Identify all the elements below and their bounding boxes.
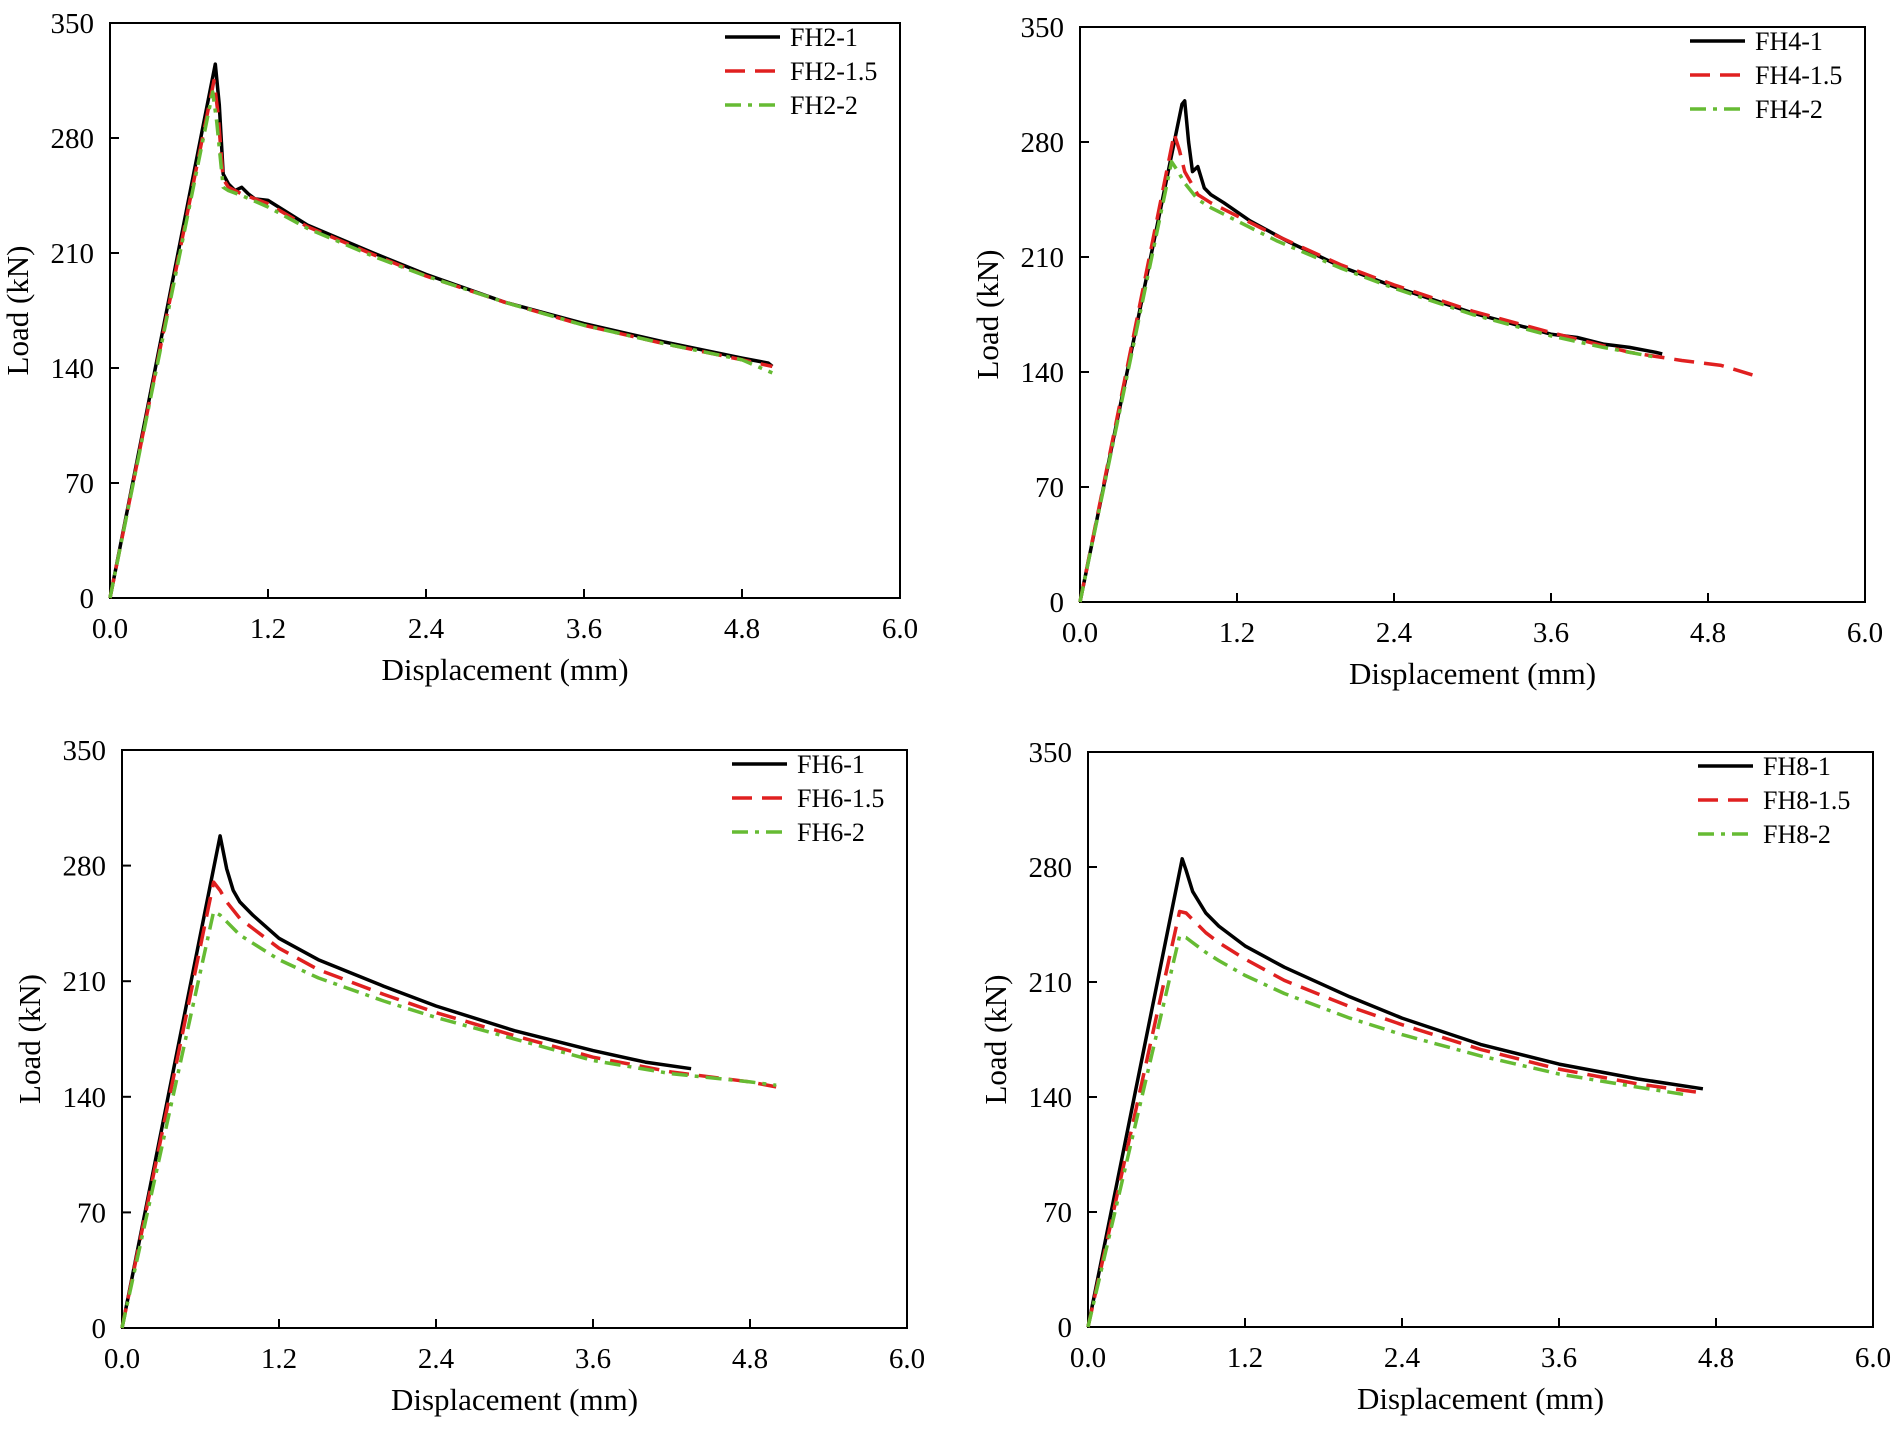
y-tick-label: 70 <box>65 468 94 500</box>
x-axis-title: Displacement (mm) <box>1349 656 1596 691</box>
legend-label: FH4-1.5 <box>1755 61 1842 90</box>
series-line-fh8-1 <box>1086 857 1704 1328</box>
series-line-fh4-2 <box>1078 159 1657 603</box>
x-tick-label: 3.6 <box>1533 617 1569 649</box>
x-tick-label: 6.0 <box>882 613 918 645</box>
y-tick-label: 70 <box>1043 1197 1072 1229</box>
y-tick-label: 350 <box>1029 737 1073 769</box>
x-tick-label: 0.0 <box>104 1343 140 1375</box>
y-tick-label: 210 <box>1021 242 1065 274</box>
y-tick-label: 0 <box>1050 587 1065 619</box>
y-tick-label: 210 <box>1029 967 1073 999</box>
series-line-fh8-1.5 <box>1086 909 1697 1328</box>
y-tick-label: 350 <box>63 735 107 767</box>
y-tick-label: 70 <box>77 1197 106 1229</box>
y-tick-label: 140 <box>51 353 95 385</box>
y-tick-label: 0 <box>92 1313 107 1345</box>
plot-frame <box>109 22 901 599</box>
legend-label: FH4-2 <box>1755 95 1823 124</box>
x-tick-label: 4.8 <box>1690 617 1726 649</box>
y-axis-title: Load (kN) <box>0 246 35 376</box>
y-tick-label: 70 <box>1035 472 1064 504</box>
x-tick-label: 4.8 <box>1698 1342 1734 1374</box>
x-tick-label: 3.6 <box>566 613 602 645</box>
y-tick-label: 280 <box>51 123 95 155</box>
y-tick-label: 350 <box>51 8 95 40</box>
y-tick-label: 140 <box>1021 357 1065 389</box>
plot-frame <box>1079 26 1866 603</box>
legend-label: FH6-1.5 <box>797 784 884 813</box>
x-tick-label: 4.8 <box>724 613 760 645</box>
series-line-fh2-1 <box>108 62 774 599</box>
plot-frame <box>121 749 908 1329</box>
x-tick-label: 1.2 <box>1227 1342 1263 1374</box>
y-tick-label: 350 <box>1021 12 1065 44</box>
series-line-fh8-2 <box>1086 934 1691 1328</box>
x-tick-label: 2.4 <box>408 613 445 645</box>
chart-panel-4: 0.0 1.2 2.4 3.6 4.8 6.0 0 70 140 210 280 350 Displac… <box>978 737 1891 1416</box>
y-tick-label: 210 <box>63 966 107 998</box>
x-tick-label: 1.2 <box>1219 617 1255 649</box>
x-tick-label: 0.0 <box>1062 617 1098 649</box>
x-tick-label: 2.4 <box>1376 617 1413 649</box>
series-line-fh2-1.5 <box>108 78 773 599</box>
y-tick-label: 0 <box>80 583 95 615</box>
x-tick-label: 6.0 <box>889 1343 925 1375</box>
x-tick-label: 4.8 <box>732 1343 768 1375</box>
y-tick-label: 210 <box>51 238 95 270</box>
legend-label: FH4-1 <box>1755 27 1823 56</box>
series-line-fh6-2 <box>120 910 777 1329</box>
x-tick-label: 2.4 <box>1384 1342 1421 1374</box>
chart-panel-3: 0.0 1.2 2.4 3.6 4.8 6.0 0 70 140 210 280 350 Displac… <box>12 735 925 1417</box>
y-axis-title: Load (kN) <box>970 250 1005 380</box>
x-axis-title: Displacement (mm) <box>391 1382 638 1417</box>
x-tick-label: 6.0 <box>1855 1342 1891 1374</box>
x-tick-label: 0.0 <box>92 613 128 645</box>
x-axis-title: Displacement (mm) <box>381 652 628 687</box>
series-line-fh2-2 <box>108 90 773 599</box>
x-tick-label: 1.2 <box>261 1343 297 1375</box>
y-axis-title: Load (kN) <box>12 974 47 1104</box>
chart-panel-2: 0.0 1.2 2.4 3.6 4.8 6.0 0 70 140 210 280 350 Displac… <box>970 12 1883 691</box>
x-tick-label: 3.6 <box>575 1343 611 1375</box>
x-axis-title: Displacement (mm) <box>1357 1381 1604 1416</box>
series-line-fh4-1.5 <box>1078 132 1755 603</box>
legend-label: FH2-1.5 <box>790 57 877 86</box>
legend-label: FH6-1 <box>797 750 865 779</box>
x-tick-label: 6.0 <box>1847 617 1883 649</box>
legend-label: FH8-1 <box>1763 752 1831 781</box>
legend-label: FH8-1.5 <box>1763 786 1850 815</box>
y-tick-label: 280 <box>1021 127 1065 159</box>
y-axis-title: Load (kN) <box>978 975 1013 1105</box>
y-tick-label: 140 <box>1029 1082 1073 1114</box>
legend-label: FH2-2 <box>790 91 858 120</box>
legend-label: FH2-1 <box>790 23 858 52</box>
legend-label: FH8-2 <box>1763 820 1831 849</box>
series-line-fh6-1 <box>120 834 692 1329</box>
y-tick-label: 280 <box>1029 852 1073 884</box>
y-tick-label: 280 <box>63 851 107 883</box>
y-tick-label: 140 <box>63 1082 107 1114</box>
chart-panel-1: 0.0 1.2 2.4 3.6 4.8 6.0 0 70 140 210 280 350 Displac… <box>0 8 918 687</box>
legend-label: FH6-2 <box>797 818 865 847</box>
plot-frame <box>1087 751 1874 1328</box>
x-tick-label: 1.2 <box>250 613 286 645</box>
y-tick-label: 0 <box>1058 1312 1073 1344</box>
x-tick-label: 2.4 <box>418 1343 455 1375</box>
x-tick-label: 3.6 <box>1541 1342 1577 1374</box>
series-line-fh6-1.5 <box>120 880 777 1329</box>
x-tick-label: 0.0 <box>1070 1342 1106 1374</box>
